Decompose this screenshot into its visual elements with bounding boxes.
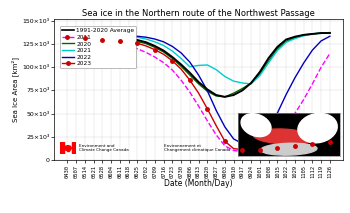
Title: Sea ice in the Northern route of the Northwest Passage: Sea ice in the Northern route of the Nor…	[82, 9, 315, 18]
Text: Environment and
Climate Change Canada: Environment and Climate Change Canada	[79, 144, 128, 152]
Legend: 1991-2020 Average, 2011, 2020, 2021, 2022, 2023: 1991-2020 Average, 2011, 2020, 2021, 202…	[60, 26, 136, 68]
Y-axis label: Sea Ice Area [km²]: Sea Ice Area [km²]	[12, 57, 19, 122]
Text: Environnement et
Changement climatique Canada: Environnement et Changement climatique C…	[164, 144, 230, 152]
X-axis label: Date (Month/Day): Date (Month/Day)	[164, 179, 233, 188]
